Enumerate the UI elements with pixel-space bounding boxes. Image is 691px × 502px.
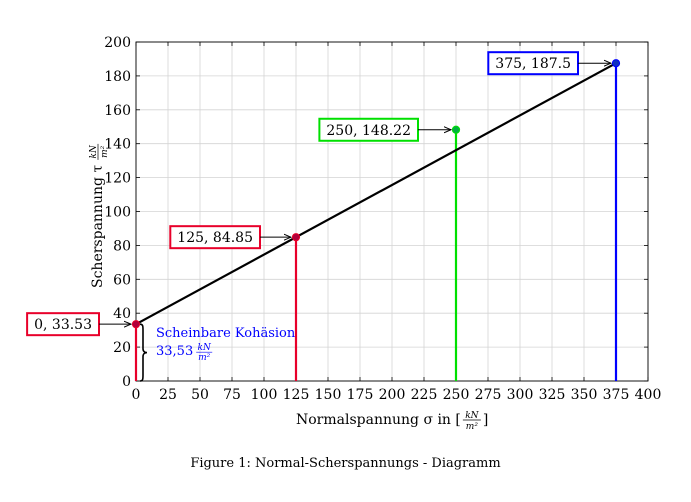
callout-label: 125, 84.85 <box>177 230 253 246</box>
y-axis-unit-numerator: kN <box>89 144 99 158</box>
x-axis-unit-numerator: kN <box>465 411 479 421</box>
figure-caption: Figure 1: Normal-Scherspannungs - Diagra… <box>190 456 501 471</box>
callout-0: 0, 33.53 <box>26 312 131 337</box>
cohesion-annotation: Scheinbare Kohäsion 33,53 kN m² <box>139 323 296 382</box>
trend-line-segment <box>135 62 617 326</box>
y-tick-label: 60 <box>113 272 131 288</box>
y-axis-title-text: Scherspannung τ <box>90 165 106 288</box>
cohesion-unit-denominator: m² <box>198 353 211 363</box>
data-point <box>131 320 141 329</box>
x-tick-label: 275 <box>475 387 502 403</box>
callout-3: 375, 187.5 <box>487 51 611 76</box>
x-tick-label: 175 <box>347 387 374 403</box>
y-tick-label: 160 <box>104 103 131 119</box>
y-tick-label: 120 <box>104 171 131 187</box>
y-axis-title: Scherspannung τ kN m² <box>89 143 110 288</box>
y-tick-label: 140 <box>104 137 131 153</box>
cohesion-label: Scheinbare Kohäsion <box>156 326 296 341</box>
x-tick-label: 0 <box>132 387 141 403</box>
x-tick-label: 250 <box>443 387 470 403</box>
x-tick-label: 50 <box>191 387 209 403</box>
x-tick-labels: 0 25 50 75 100 125 150 175 200 225 250 275 300 325 350… <box>132 387 662 403</box>
callout-label: 250, 148.22 <box>326 123 411 139</box>
x-axis-unit-denominator: m² <box>466 422 479 432</box>
x-tick-label: 25 <box>159 387 177 403</box>
y-tick-label: 200 <box>104 35 131 51</box>
data-point <box>291 233 301 242</box>
data-point <box>611 59 621 68</box>
x-tick-label: 100 <box>251 387 278 403</box>
x-tick-label: 300 <box>507 387 534 403</box>
x-axis-title-text: Normalspannung σ in [ <box>296 412 461 428</box>
cohesion-brace <box>139 323 148 382</box>
x-tick-label: 375 <box>603 387 630 403</box>
y-tick-label: 100 <box>104 205 131 221</box>
y-tick-label: 40 <box>113 306 131 322</box>
cohesion-unit-numerator: kN <box>198 343 212 353</box>
x-tick-label: 75 <box>223 387 241 403</box>
x-tick-label: 400 <box>635 387 662 403</box>
shear-stress-chart: 0 25 50 75 100 125 150 175 200 225 250 275 300 325 350… <box>26 35 662 432</box>
y-tick-label: 80 <box>113 238 131 254</box>
x-tick-label: 225 <box>411 387 438 403</box>
callout-label: 375, 187.5 <box>495 56 571 72</box>
plot-frame <box>135 41 649 382</box>
x-tick-label: 150 <box>315 387 342 403</box>
x-axis-title: Normalspannung σ in [ kN m² ] <box>296 411 488 432</box>
y-tick-label: 180 <box>104 69 131 85</box>
data-point <box>451 125 461 134</box>
callout-2: 250, 148.22 <box>318 117 451 142</box>
y-tick-label: 0 <box>122 374 131 390</box>
trend-line <box>135 62 617 326</box>
callouts: 0, 33.53 125, 84.85 250, 148.22 375, 187.5 <box>26 51 611 337</box>
data-markers <box>131 59 621 329</box>
x-axis-title-close: ] <box>483 412 488 428</box>
y-tick-label: 20 <box>113 340 131 356</box>
cohesion-value: 33,53 <box>156 344 193 359</box>
y-tick-labels: 0 20 40 60 80 100 120 140 160 180 200 <box>104 35 131 390</box>
y-axis-unit-denominator: m² <box>100 145 110 158</box>
vertical-stems <box>134 63 618 381</box>
x-tick-label: 125 <box>283 387 310 403</box>
callout-1: 125, 84.85 <box>169 225 291 250</box>
x-tick-label: 325 <box>539 387 566 403</box>
x-tick-label: 200 <box>379 387 406 403</box>
x-tick-label: 350 <box>571 387 598 403</box>
callout-label: 0, 33.53 <box>34 317 92 333</box>
